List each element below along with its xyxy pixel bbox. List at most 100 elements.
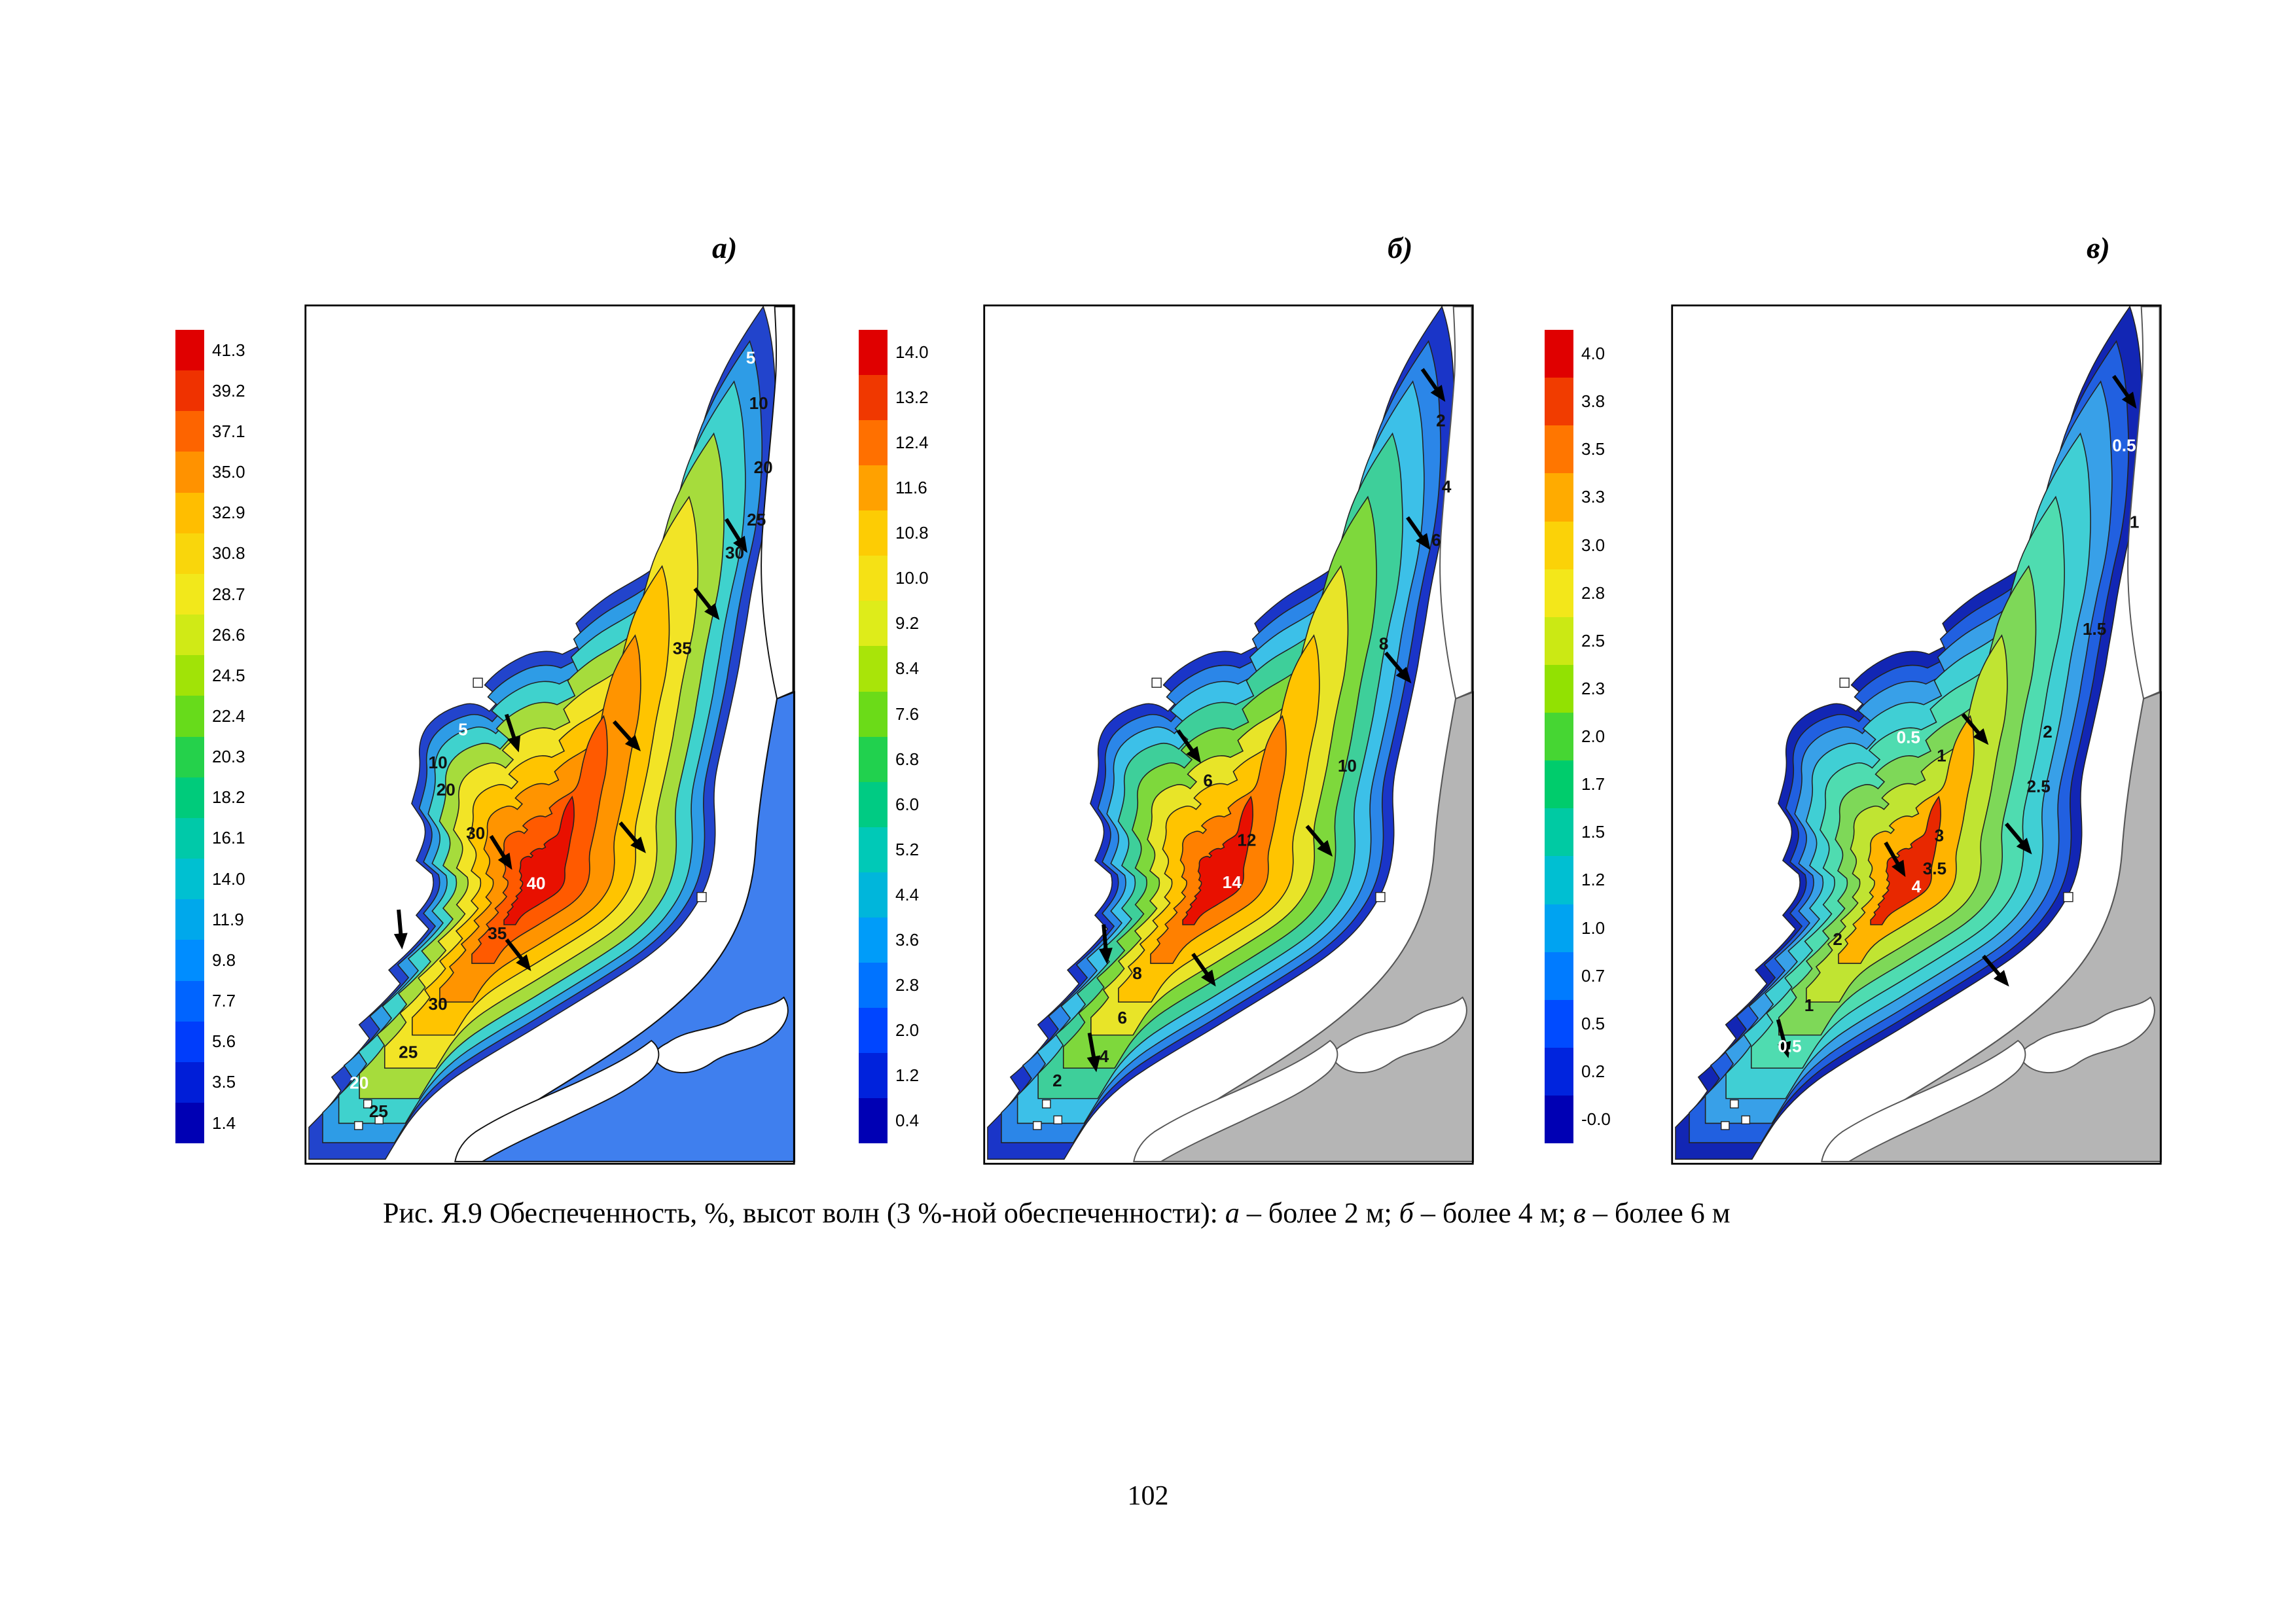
colorbar-tick: 2.8 (895, 974, 920, 995)
contour-label: 1.5 (2083, 619, 2106, 639)
contour-label: 30 (725, 543, 744, 562)
colorbar-v: 4.0 3.8 3.5 3.3 3.0 2.8 2.5 2.3 2.0 1.7 1.5 1.2 1.0 0… (1545, 330, 1656, 1144)
colorbar-row: 0.7 (1545, 952, 1656, 1000)
colorbar-tick: 2.5 (1581, 630, 1605, 651)
colorbar-row: 16.1 (175, 817, 287, 859)
colorbar-row: 13.2 (859, 375, 970, 421)
contour-label: 3.5 (1923, 859, 1946, 878)
colorbar-swatch (175, 1061, 204, 1103)
colorbar-row: 3.6 (859, 917, 970, 963)
colorbar-row: 0.2 (1545, 1047, 1656, 1096)
colorbar-row: 11.9 (175, 899, 287, 940)
colorbar-tick: 28.7 (212, 584, 245, 604)
contour-label: 25 (747, 510, 766, 529)
colorbar-row: 1.5 (1545, 808, 1656, 857)
colorbar-tick: 26.6 (212, 624, 245, 645)
colorbar-row: 37.1 (175, 411, 287, 452)
colorbar-tick: 1.5 (1581, 822, 1605, 842)
colorbar-swatch (859, 420, 888, 466)
colorbar-swatch (1545, 569, 1573, 617)
colorbar-swatch (859, 917, 888, 963)
colorbar-row: 5.2 (859, 827, 970, 872)
colorbar-row: 24.5 (175, 655, 287, 696)
colorbar-swatch (175, 330, 204, 371)
contour-label: 2.5 (2026, 776, 2050, 796)
colorbar-row: 0.5 (1545, 999, 1656, 1048)
colorbar-row: 2.3 (1545, 664, 1656, 713)
colorbar-row: 2.0 (1545, 713, 1656, 761)
contour-label: 8 (1132, 963, 1142, 983)
colorbar-swatch (1545, 1096, 1573, 1144)
contour-label: 20 (437, 780, 456, 800)
page-number: 102 (1127, 1481, 1169, 1511)
colorbar-tick: 18.2 (212, 787, 245, 808)
colorbar-swatch (859, 1007, 888, 1053)
colorbar-row: 20.3 (175, 736, 287, 777)
colorbar-tick: 3.3 (1581, 487, 1605, 507)
colorbar-row: 1.2 (859, 1053, 970, 1099)
contour-label: 12 (1237, 830, 1256, 849)
colorbar-swatch (1545, 521, 1573, 569)
colorbar-swatch (859, 646, 888, 692)
map-frame (1671, 304, 2162, 1165)
colorbar-row: 7.7 (175, 980, 287, 1022)
colorbar-swatch (1545, 616, 1573, 665)
colorbar-swatch (175, 492, 204, 533)
contour-label: 14 (1223, 872, 1242, 892)
colorbar-tick: 1.4 (212, 1113, 236, 1133)
colorbar-tick: 24.5 (212, 665, 245, 685)
contour-label: 2 (2043, 722, 2053, 741)
caption-panel-letter: в (1573, 1197, 1586, 1229)
contour-label: 1 (1804, 995, 1814, 1015)
colorbar-swatch (1545, 1047, 1573, 1096)
contour-label: 20 (350, 1073, 368, 1092)
contour-label: 35 (673, 639, 692, 658)
colorbar-row: 4.4 (859, 872, 970, 918)
contour-label: 2 (1833, 929, 1842, 949)
colorbar-row: 1.0 (1545, 904, 1656, 952)
contour-label: 10 (1338, 756, 1357, 776)
colorbar-row: 3.8 (1545, 378, 1656, 426)
colorbar-tick: 22.4 (212, 705, 245, 726)
contour-label: 1 (2130, 512, 2140, 531)
colorbar-tick: 2.3 (1581, 678, 1605, 698)
colorbar-row: 10.0 (859, 556, 970, 601)
colorbar-tick: 10.0 (895, 568, 929, 588)
colorbar-tick: 0.2 (1581, 1061, 1605, 1081)
colorbar-tick: 2.8 (1581, 582, 1605, 603)
colorbar-swatch (859, 1053, 888, 1099)
colorbar-row: 2.8 (859, 962, 970, 1008)
caption-text: – более 6 м (1585, 1197, 1731, 1229)
colorbar-swatch (175, 573, 204, 615)
colorbar-tick: 30.8 (212, 543, 245, 563)
contour-label: 5 (746, 348, 756, 368)
colorbar-swatch (175, 777, 204, 818)
colorbar-tick: 12.4 (895, 433, 929, 453)
colorbar-swatch (1545, 664, 1573, 713)
colorbar-swatch (859, 556, 888, 601)
colorbar-row: 26.6 (175, 615, 287, 656)
colorbar-swatch (859, 601, 888, 647)
colorbar-row: 3.3 (1545, 473, 1656, 522)
colorbar-row: 0.4 (859, 1098, 970, 1144)
colorbar-swatch (175, 899, 204, 940)
colorbar-tick: 41.3 (212, 340, 245, 360)
colorbar-tick: 0.4 (895, 1111, 920, 1131)
contour-label: 25 (399, 1042, 418, 1061)
panel-label-b: б) (1388, 231, 1413, 264)
colorbar-swatch (859, 872, 888, 918)
contour-label: 4 (1912, 877, 1922, 897)
colorbar-row: 30.8 (175, 533, 287, 574)
colorbar-swatch (175, 817, 204, 859)
colorbar-tick: 32.9 (212, 503, 245, 523)
colorbar-row: 2.0 (859, 1007, 970, 1053)
colorbar-swatch (1545, 952, 1573, 1000)
contour-label: 40 (527, 874, 546, 893)
colorbar-tick: 3.8 (1581, 391, 1605, 412)
colorbar-row: 12.4 (859, 420, 970, 466)
colorbar-row: 4.0 (1545, 330, 1656, 378)
